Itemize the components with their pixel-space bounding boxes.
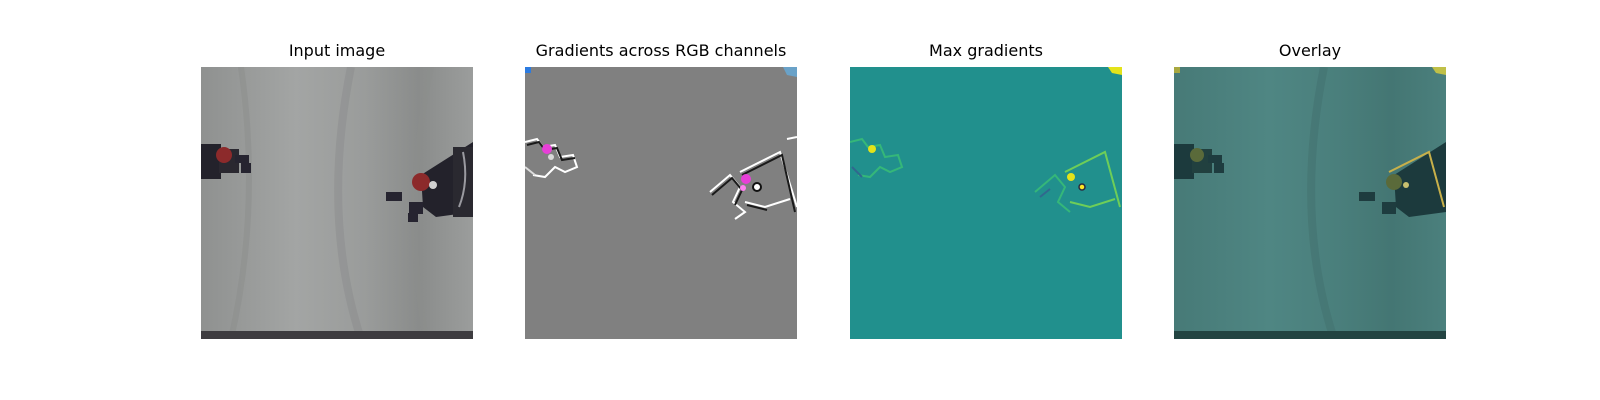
overlay-image <box>1174 67 1446 339</box>
max-gradients-image <box>850 67 1122 339</box>
input-image-panel <box>201 67 473 339</box>
left-gripper <box>201 144 251 179</box>
max-gradients-panel <box>850 67 1122 339</box>
rgb-gradients-panel <box>525 67 797 339</box>
left-gripper-overlay <box>1174 144 1224 179</box>
right-gripper-overlay <box>1359 142 1446 217</box>
right-gripper <box>386 142 473 222</box>
overlay-panel <box>1174 67 1446 339</box>
input-image <box>201 67 473 339</box>
right-gripper-max-edges <box>1034 150 1121 213</box>
rgb-gradients-image <box>525 67 797 339</box>
panel-title-gradients: Gradients across RGB channels <box>535 41 787 60</box>
panel-title-max-gradients: Max gradients <box>929 41 1043 60</box>
panel-title-input: Input image <box>288 41 386 60</box>
panel-title-overlay: Overlay <box>1278 41 1342 60</box>
right-gripper-edges <box>709 136 797 220</box>
left-gripper-max-edges <box>850 137 904 179</box>
